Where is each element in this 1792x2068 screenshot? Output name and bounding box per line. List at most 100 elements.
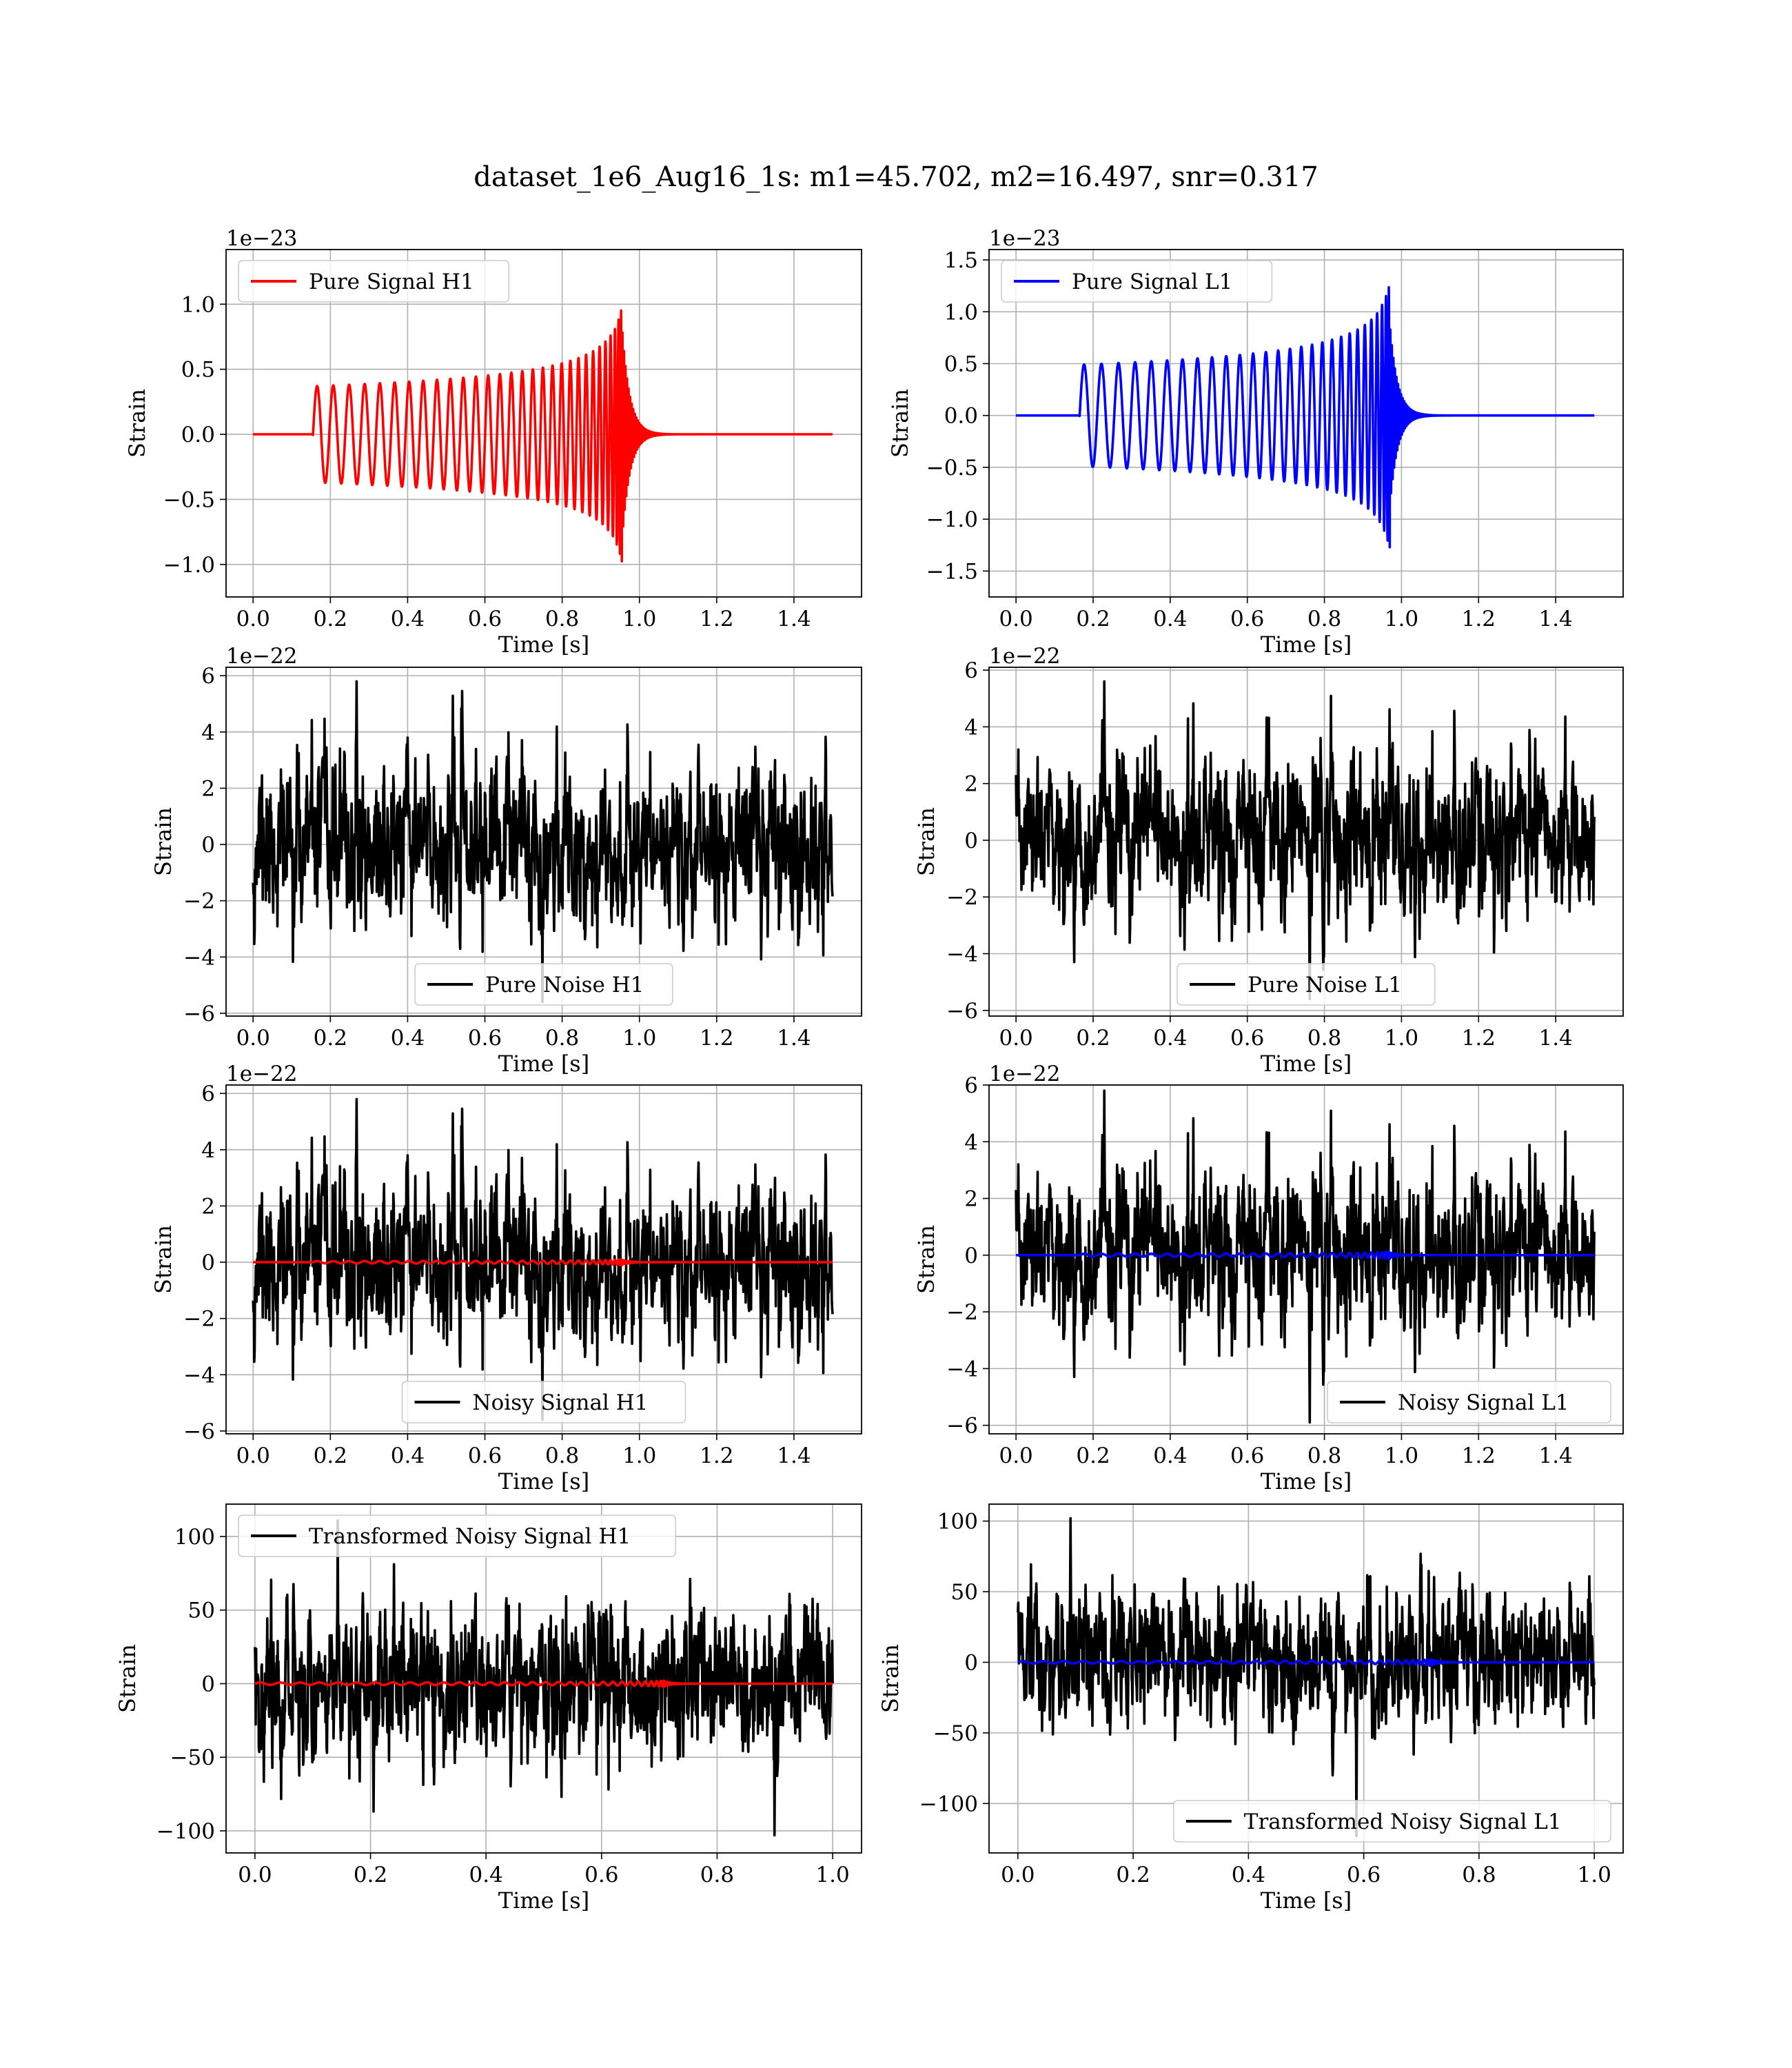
figure-title: dataset_1e6_Aug16_1s: m1=45.702, m2=16.4… [474, 161, 1318, 193]
y-tick-label: −1.0 [926, 507, 978, 532]
axes-frame [988, 1084, 1624, 1435]
x-tick-label: 1.4 [777, 1443, 811, 1468]
y-tick-label: 4 [201, 1138, 215, 1163]
x-tick-label: 1.4 [1538, 1026, 1572, 1051]
series-line-pure-signal-l1 [1015, 286, 1596, 549]
y-tick-label: −100 [156, 1819, 215, 1844]
legend-box [1173, 1800, 1611, 1843]
chart-panel-transformed-noisy-signal-h1: 0.0 0.2 0.4 0.6 0.8 1.0 −100 −50 0 50 100 Time [s] S… [114, 1503, 862, 1914]
y-tick-label: −4 [946, 1357, 978, 1381]
y-tick-label: −6 [183, 1419, 215, 1444]
legend-box [1177, 963, 1436, 1006]
x-tick-label: 0.0 [238, 1863, 272, 1887]
y-tick-label: −2 [183, 1307, 215, 1332]
y-tick-label: 0 [201, 1672, 215, 1696]
x-axis-label: Time [s] [498, 1051, 589, 1077]
legend-box [1001, 260, 1273, 303]
y-axis-label: Strain [887, 389, 913, 458]
x-tick-label: 0.8 [545, 1443, 579, 1468]
legend-box [238, 1514, 677, 1557]
x-axis-label: Time [s] [498, 631, 589, 658]
legend: Pure Noise L1 [1177, 963, 1436, 1006]
y-offset-label: 1e−22 [226, 1062, 298, 1086]
y-axis-label: Strain [913, 807, 939, 876]
y-tick-label: 6 [201, 664, 215, 689]
chart-panel-pure-signal-l1: 0.0 0.2 0.4 0.6 0.8 1.0 1.2 1.4 −1.5 −1.0 −0.5 0.0 0… [887, 226, 1624, 658]
x-tick-label: 0.4 [1153, 607, 1187, 631]
y-tick-label: −50 [933, 1721, 978, 1746]
series-line-overlay-1 [254, 1679, 834, 1688]
y-tick-label: −4 [946, 942, 978, 966]
y-offset-label: 1e−22 [989, 644, 1061, 669]
x-tick-label: 0.6 [1347, 1863, 1381, 1887]
x-tick-label: 0.8 [545, 1026, 579, 1051]
legend-label: Pure Signal H1 [309, 270, 474, 294]
legend-box [414, 963, 673, 1006]
y-tick-label: 100 [174, 1525, 215, 1550]
series-line-noisy-signal-h1 [252, 1097, 834, 1421]
x-tick-label: 0.0 [236, 1026, 270, 1051]
x-tick-label: 1.2 [1462, 1026, 1496, 1051]
x-tick-label: 0.8 [1462, 1863, 1496, 1887]
x-axis-label: Time [s] [498, 1468, 589, 1494]
series-line-noisy-signal-l1 [1015, 1089, 1596, 1424]
y-tick-label: 0 [201, 1250, 215, 1275]
y-tick-label: 2 [964, 772, 978, 797]
x-tick-label: 0.4 [1232, 1863, 1265, 1887]
y-tick-label: 2 [964, 1187, 978, 1212]
x-tick-label: 0.0 [236, 607, 270, 631]
y-axis-label: Strain [913, 1225, 939, 1294]
legend-label: Transformed Noisy Signal L1 [1244, 1810, 1562, 1834]
legend-label: Transformed Noisy Signal H1 [309, 1524, 631, 1549]
series-line-pure-noise-l1 [1015, 680, 1596, 1001]
x-tick-label: 0.8 [545, 607, 579, 631]
y-tick-label: 2 [201, 776, 215, 801]
series-line-pure-signal-h1 [252, 309, 834, 562]
x-tick-label: 0.4 [469, 1863, 503, 1887]
x-tick-label: 0.2 [1116, 1863, 1150, 1887]
legend: Noisy Signal L1 [1327, 1381, 1611, 1423]
y-tick-label: −2 [946, 885, 978, 910]
x-tick-label: 1.0 [1578, 1863, 1611, 1887]
legend-label: Noisy Signal L1 [1398, 1390, 1569, 1415]
x-axis-label: Time [s] [1261, 1051, 1352, 1077]
axes-frame [225, 249, 862, 598]
x-axis-label: Time [s] [1261, 631, 1352, 658]
y-tick-label: −6 [946, 999, 978, 1024]
y-tick-label: 50 [188, 1599, 215, 1623]
x-tick-label: 0.6 [1230, 607, 1264, 631]
axes-frame [225, 667, 862, 1017]
y-tick-label: 2 [201, 1194, 215, 1219]
y-tick-label: −4 [183, 1363, 215, 1388]
series-line-transformed-noisy-signal-h1 [254, 1519, 834, 1837]
legend-box [401, 1381, 686, 1423]
y-tick-label: −6 [183, 1002, 215, 1026]
y-offset-label: 1e−23 [989, 226, 1061, 251]
y-tick-label: −0.5 [926, 456, 978, 480]
x-tick-label: 0.6 [1230, 1443, 1264, 1468]
x-tick-label: 0.0 [999, 607, 1032, 631]
y-tick-label: −2 [183, 889, 215, 914]
x-tick-label: 0.8 [1307, 607, 1341, 631]
x-tick-label: 0.8 [1307, 1443, 1341, 1468]
y-axis-label: Strain [114, 1644, 141, 1713]
y-tick-label: −100 [919, 1792, 978, 1816]
x-tick-label: 1.0 [622, 1443, 656, 1468]
y-tick-label: 1.0 [181, 292, 215, 317]
x-tick-label: 1.0 [1385, 607, 1418, 631]
y-tick-label: 6 [964, 1073, 978, 1098]
x-tick-label: 0.6 [468, 1026, 502, 1051]
series-line-overlay-1 [252, 1258, 834, 1267]
x-tick-label: 1.0 [1385, 1026, 1418, 1051]
legend-box [1327, 1381, 1611, 1423]
x-tick-label: 0.2 [314, 1443, 347, 1468]
x-tick-label: 1.4 [1538, 1443, 1572, 1468]
x-tick-label: 0.2 [314, 1026, 347, 1051]
legend-label: Pure Signal L1 [1072, 270, 1232, 294]
x-tick-label: 0.2 [1076, 1443, 1110, 1468]
chart-panel-transformed-noisy-signal-l1: 0.0 0.2 0.4 0.6 0.8 1.0 −100 −50 0 50 100 Time [s] S… [877, 1503, 1624, 1914]
x-tick-label: 0.4 [1153, 1443, 1187, 1468]
chart-panel-pure-noise-h1: 0.0 0.2 0.4 0.6 0.8 1.0 1.2 1.4 −6 −4 −2 0 2 4 6 Time [… [150, 644, 862, 1077]
legend-box [238, 260, 510, 303]
x-tick-label: 1.2 [1462, 1443, 1496, 1468]
